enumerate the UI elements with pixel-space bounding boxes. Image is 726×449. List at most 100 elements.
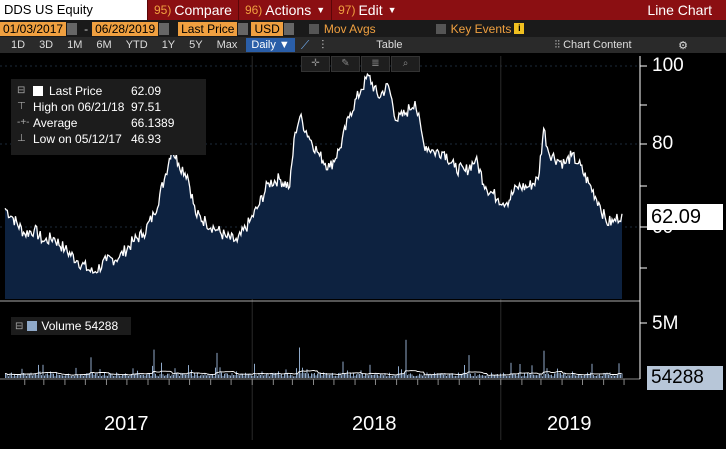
period-max[interactable]: Max [216, 39, 238, 51]
volume-bar [549, 375, 551, 378]
period-ytd[interactable]: YTD [125, 39, 148, 51]
volume-bar [381, 374, 383, 378]
volume-bar [323, 372, 324, 378]
x-axis-ticks [24, 379, 625, 385]
key-events-checkbox[interactable] [435, 23, 446, 34]
price-field-select[interactable]: Last Price [178, 21, 238, 36]
chart-content-button[interactable]: ⫶⫶ Chart Content [554, 38, 632, 51]
mov-avgs-checkbox[interactable] [308, 23, 319, 34]
y-tick-label: 80 [652, 133, 674, 154]
dropdown-icon[interactable] [238, 22, 249, 35]
volume-bar [365, 373, 366, 378]
actions-button[interactable]: 96) Actions ▼ [237, 0, 331, 20]
volume-bar [68, 373, 69, 378]
volume-bar [467, 373, 468, 378]
volume-bar [393, 375, 395, 378]
volume-bar [473, 376, 474, 378]
volume-bar [485, 375, 486, 378]
volume-bar [78, 375, 80, 378]
period-5y[interactable]: 5Y [189, 39, 203, 51]
volume-bar [210, 374, 212, 378]
volume-bar [434, 372, 435, 378]
volume-bar [417, 375, 419, 378]
volume-bar [348, 374, 350, 378]
volume-bar [519, 364, 521, 378]
volume-bar [599, 374, 600, 378]
volume-bar [134, 374, 135, 378]
volume-bar [432, 374, 434, 378]
volume-bar [510, 362, 512, 378]
volume-bar [225, 373, 227, 378]
volume-bar [242, 373, 243, 378]
volume-bar [521, 376, 522, 378]
volume-bar [54, 376, 56, 378]
info-icon[interactable]: i [514, 23, 525, 34]
volume-bar [159, 374, 161, 378]
volume-bar [575, 375, 576, 378]
volume-bar [546, 368, 548, 378]
volume-bar [218, 374, 219, 378]
volume-bar [50, 371, 51, 378]
volume-bar [312, 373, 314, 378]
annotation-icon[interactable]: ≣ [361, 56, 390, 72]
gear-icon[interactable]: ⚙ [678, 39, 688, 52]
volume-bar [426, 372, 428, 378]
start-date-field[interactable]: 01/03/2017 [0, 21, 67, 36]
volume-bar [260, 374, 261, 378]
calendar-icon[interactable] [67, 22, 78, 35]
volume-bar [611, 375, 612, 378]
legend-collapse-icon[interactable]: ⊟ [15, 320, 24, 332]
volume-bar [459, 374, 461, 378]
line-chart-icon[interactable]: ⟋ [300, 37, 310, 52]
volume-bar [387, 375, 389, 378]
volume-bar [39, 371, 41, 378]
volume-bar [470, 373, 471, 378]
table-button[interactable]: Table [376, 39, 403, 51]
period-1d[interactable]: 1D [11, 39, 26, 51]
edit-button[interactable]: 97) Edit ▼ [331, 0, 402, 20]
volume-bar [567, 374, 569, 378]
volume-bar [66, 375, 68, 378]
frequency-select[interactable]: Daily ▼ [246, 38, 295, 52]
dropdown-icon[interactable] [283, 22, 294, 35]
period-6m[interactable]: 6M [96, 39, 112, 51]
volume-bar [300, 373, 302, 378]
currency-select[interactable]: USD [251, 21, 283, 36]
volume-bar [576, 375, 578, 378]
volume-bar [399, 373, 401, 378]
calendar-icon[interactable] [159, 22, 170, 35]
volume-bar [354, 375, 356, 378]
volume-bar [234, 375, 236, 378]
ticker-field[interactable]: DDS US Equity [0, 0, 147, 20]
volume-bar [20, 374, 21, 378]
volume-bar [410, 373, 411, 378]
volume-bar [248, 374, 249, 378]
legend-collapse-icon[interactable]: ⊟ [17, 85, 26, 96]
volume-bar [186, 374, 188, 378]
volume-bar [608, 374, 609, 378]
zoom-icon[interactable]: ⌕ [391, 56, 420, 72]
bar-type-icon[interactable]: ⫶ [321, 37, 325, 52]
draw-icon[interactable]: ✎ [331, 56, 360, 72]
volume-bar [11, 372, 12, 378]
controls-bar: 01/03/2017 - 06/28/2019 Last Price USD M… [0, 20, 726, 37]
volume-bar [251, 375, 252, 378]
compare-button[interactable]: 95) Compare [147, 0, 238, 20]
volume-bar [305, 373, 306, 378]
volume-bar [398, 366, 399, 378]
end-date-field[interactable]: 06/28/2019 [92, 21, 159, 36]
crosshair-icon[interactable]: ✛ [301, 56, 330, 72]
volume-bar [138, 373, 140, 378]
volume-bar [122, 374, 123, 378]
volume-bar [224, 373, 225, 378]
period-1y[interactable]: 1Y [161, 39, 176, 51]
volume-bar [620, 374, 621, 378]
volume-bar [437, 373, 438, 378]
volume-bar [476, 376, 477, 378]
volume-bar [243, 375, 245, 378]
volume-bar [525, 376, 527, 378]
period-3d[interactable]: 3D [39, 39, 54, 51]
period-1m[interactable]: 1M [67, 39, 83, 51]
volume-bar [206, 375, 207, 378]
